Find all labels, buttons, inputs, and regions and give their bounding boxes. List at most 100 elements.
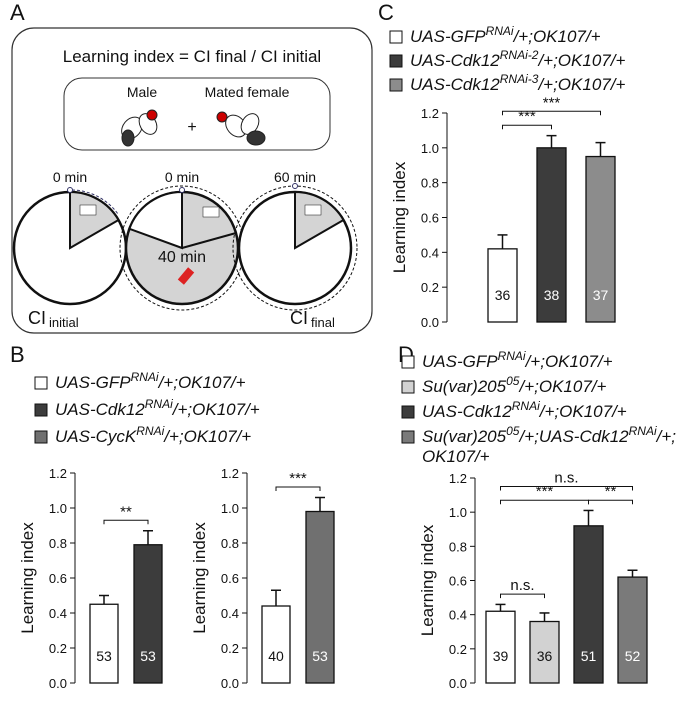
- legend-text: UAS-GFP: [410, 27, 486, 46]
- y-tick-label: 0.8: [449, 539, 467, 554]
- legend-sup: 05: [506, 424, 520, 438]
- y-tick-label: 0.6: [49, 571, 67, 586]
- significance-bracket: [502, 124, 552, 130]
- legend-swatch: [34, 430, 48, 444]
- panel-label: B: [10, 342, 25, 367]
- significance-bracket: [500, 486, 633, 491]
- n-label: 39: [493, 648, 509, 664]
- time-label: 60 min: [274, 169, 316, 185]
- n-label: 38: [544, 287, 560, 303]
- legend-text: /+;OK107/+: [518, 377, 606, 396]
- legend-text: /+;OK107/+: [158, 373, 246, 392]
- y-tick-label: 0.0: [49, 676, 67, 691]
- legend-text: /+;OK107/+: [525, 352, 613, 371]
- legend-swatch: [401, 430, 415, 444]
- y-tick-label: 0.6: [421, 211, 439, 226]
- time-label: 0 min: [53, 169, 87, 185]
- legend-swatch: [34, 376, 48, 390]
- legend-sup: RNAi-3: [500, 72, 539, 86]
- significance-label: **: [120, 503, 132, 520]
- y-tick-label: 1.0: [449, 505, 467, 520]
- panel-label: A: [10, 0, 25, 25]
- panel-a: A Learning index = CI final / CI initial…: [10, 0, 373, 334]
- significance-label: **: [605, 483, 617, 500]
- legend-sup: RNAi-2: [500, 48, 539, 62]
- y-tick-label: 0.2: [49, 641, 67, 656]
- legend-text: UAS-GFP: [55, 373, 131, 392]
- bar: [485, 610, 516, 684]
- legend-swatch: [34, 403, 48, 417]
- n-label: 36: [495, 287, 511, 303]
- n-label: 51: [581, 648, 597, 664]
- y-tick-label: 0.8: [49, 536, 67, 551]
- y-axis-label: Learning index: [18, 522, 37, 634]
- legend-text: /+;UAS-Cdk12: [518, 427, 629, 446]
- y-tick-label: 0.2: [449, 642, 467, 657]
- male-fly: [121, 109, 158, 147]
- significance-label: ***: [518, 108, 536, 125]
- bar: [573, 525, 604, 684]
- y-axis-label: Learning index: [390, 161, 409, 273]
- legend-label: UAS-Cdk12RNAi/+;OK107/+: [422, 399, 627, 421]
- bar: [585, 155, 616, 323]
- legend-label: Su(var)20505/+;UAS-Cdk12RNAi/+;: [422, 424, 676, 446]
- y-tick-label: 0.2: [221, 641, 239, 656]
- y-tick-label: 0.6: [221, 571, 239, 586]
- fly-box: [63, 77, 331, 151]
- legend-text: /+;OK107/+: [513, 27, 601, 46]
- bar: [89, 603, 119, 684]
- significance-bracket: [588, 499, 633, 505]
- legend-label: UAS-GFPRNAi/+;OK107/+: [55, 370, 246, 392]
- female-label: Mated female: [205, 84, 290, 100]
- legend-text: UAS-Cdk12: [410, 75, 500, 94]
- y-tick-label: 1.2: [221, 466, 239, 481]
- legend-text: UAS-Cdk12: [410, 51, 500, 70]
- y-tick-label: 0.0: [449, 676, 467, 691]
- n-label: 53: [312, 648, 328, 664]
- legend-text: /+;OK107/+: [537, 75, 625, 94]
- legend-label: UAS-CycKRNAi/+;OK107/+: [55, 424, 251, 446]
- bar: [487, 248, 518, 323]
- ci-sub: final: [311, 315, 335, 330]
- legend-text: /+;OK107/+: [537, 51, 625, 70]
- formula: Learning index = CI final / CI initial: [63, 47, 321, 66]
- ci-initial: CI initial: [28, 308, 79, 330]
- y-tick-label: 0.2: [421, 280, 439, 295]
- y-tick-label: 0.8: [221, 536, 239, 551]
- bar: [305, 510, 335, 684]
- significance-bracket: [103, 519, 149, 525]
- frame: [11, 27, 373, 334]
- arena-2: [119, 185, 245, 311]
- y-tick-label: 1.0: [221, 501, 239, 516]
- legend-sup: RNAi: [486, 24, 514, 38]
- legend-sup: RNAi: [136, 424, 164, 438]
- legend-label: UAS-Cdk12RNAi-2/+;OK107/+: [410, 48, 625, 70]
- arena-1: [12, 187, 128, 306]
- n-label: 36: [537, 648, 553, 664]
- inner-time: 40 min: [158, 249, 206, 266]
- n-label: 53: [140, 648, 156, 664]
- y-tick-label: 0.4: [449, 608, 467, 623]
- legend-label: UAS-Cdk12RNAi-3/+;OK107/+: [410, 72, 625, 94]
- significance-label: ***: [289, 470, 307, 487]
- legend-swatch: [389, 54, 403, 68]
- time-label: 0 min: [165, 169, 199, 185]
- y-tick-label: 0.4: [221, 606, 239, 621]
- n-label: 52: [625, 648, 641, 664]
- bar: [261, 605, 291, 684]
- panel-label: C: [378, 0, 394, 25]
- y-tick-label: 0.6: [449, 574, 467, 589]
- y-tick-label: 1.2: [49, 466, 67, 481]
- ci-final: CI final: [290, 308, 335, 330]
- y-tick-label: 0.0: [421, 315, 439, 330]
- significance-bracket: [502, 110, 601, 116]
- female-fly: [216, 111, 266, 146]
- n-label: 53: [96, 648, 112, 664]
- ci: CI: [290, 308, 308, 328]
- legend-sup: RNAi: [629, 424, 657, 438]
- legend-text: /+;OK107/+: [163, 427, 251, 446]
- legend-text: Su(var)205: [422, 377, 507, 396]
- y-tick-label: 1.0: [421, 141, 439, 156]
- bar: [133, 544, 163, 684]
